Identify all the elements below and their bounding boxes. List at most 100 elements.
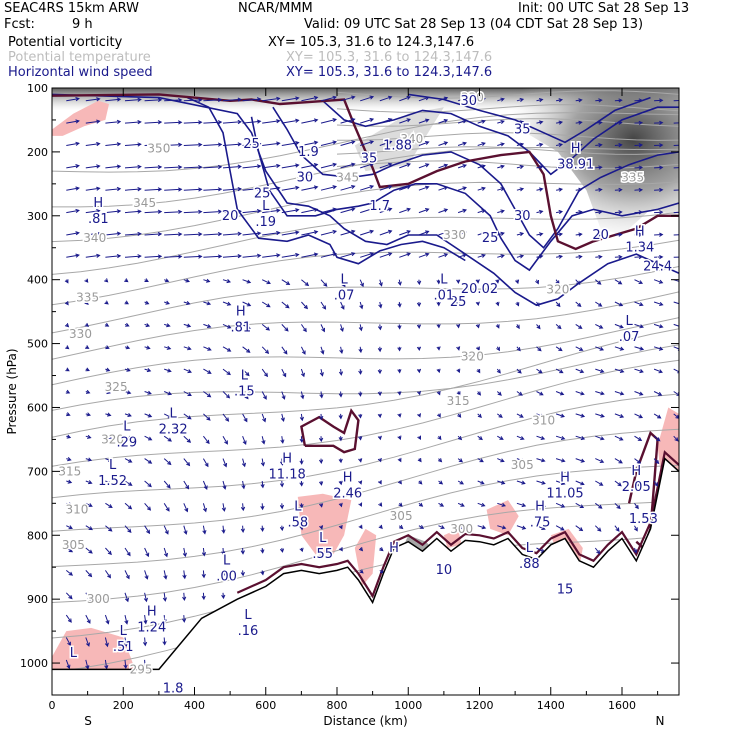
wind-vector-549 [183, 480, 190, 490]
wind-vector-235 [281, 252, 300, 258]
wind-vector-453 [163, 413, 173, 419]
wind-vector-349 [634, 323, 644, 329]
wind-vector-306 [416, 301, 422, 308]
wind-vector-300 [301, 301, 308, 310]
theta-isentrope-4 [52, 239, 679, 306]
wind-vector-166 [183, 209, 203, 214]
wind-vector-89 [556, 142, 564, 147]
wind-vector-98 [105, 164, 122, 169]
wind-vector-500 [457, 435, 463, 441]
wind-vector-108 [301, 163, 319, 169]
wind-vector-119 [516, 164, 525, 170]
wind-vector-305 [397, 301, 402, 308]
wind-vector-628 [536, 525, 546, 530]
extremum-value-6: .01 [434, 288, 455, 303]
y-tick-label-2: 300 [27, 210, 48, 223]
wind-vector-687 [142, 637, 148, 647]
wind-vector-190 [654, 210, 664, 215]
wind-vector-410 [575, 368, 585, 374]
extremum-letter-20: L [319, 531, 327, 546]
wind-vector-341 [475, 323, 480, 329]
wind-vector-630 [575, 525, 584, 532]
wind-vector-20 [457, 97, 468, 102]
wind-vector-587 [319, 503, 324, 508]
theta-isentrope-13 [52, 464, 679, 568]
wind-vector-588 [338, 502, 343, 508]
wind-vector-544 [85, 480, 93, 485]
wind-vector-282 [575, 279, 581, 285]
wind-vector-439 [516, 391, 523, 396]
wind-vector-363 [281, 346, 288, 355]
wind-vector-366 [339, 346, 344, 355]
extremum-value-1: .19 [255, 215, 276, 230]
wind-vector-455 [203, 413, 211, 421]
theta-label-8: 310 [65, 503, 88, 517]
x-tick-label-8: 1600 [608, 699, 636, 712]
wind-vector-286 [653, 279, 664, 284]
wind-vector-128 [66, 186, 80, 191]
wind-vector-338 [416, 324, 422, 329]
wind-vector-611 [202, 525, 207, 535]
wind-vector-281 [555, 279, 560, 285]
wind-vector-380 [614, 346, 625, 351]
wind-vector-5 [164, 97, 183, 103]
wind-vector-582 [221, 503, 226, 512]
wind-vector-686 [123, 637, 128, 647]
wind-vector-342 [495, 324, 500, 329]
wind-vector-29 [634, 98, 644, 103]
wind-vector-140 [301, 185, 319, 191]
wind-vector-344 [536, 324, 541, 330]
wind-vector-671 [143, 592, 148, 603]
wind-vector-225 [85, 253, 101, 258]
wind-vector-631 [594, 525, 602, 532]
wind-vector-231 [203, 254, 223, 259]
wind-vector-459 [280, 413, 285, 423]
wind-vector-64 [66, 141, 80, 146]
wind-vector-320 [64, 323, 70, 328]
wind-vector-648 [338, 547, 343, 552]
wind-vector-327 [203, 323, 212, 328]
theta-label-11: 295 [130, 662, 153, 676]
wind-vector-469 [477, 413, 482, 419]
wind-vector-555 [299, 480, 304, 487]
wind-vector-506 [575, 435, 586, 441]
wind-vector-613 [240, 525, 245, 533]
wind-vector-552 [241, 480, 246, 490]
theta-isentrope-6 [52, 291, 679, 360]
wind-vector-202 [262, 230, 281, 236]
wind-vector-561 [418, 480, 423, 485]
wind-vector-616 [299, 525, 304, 531]
wind-vector-448 [66, 412, 71, 417]
wind-vector-137 [242, 186, 262, 191]
pv-pink-shade-3 [354, 528, 377, 587]
wind-vector-48 [379, 118, 393, 124]
wind-vector-315 [595, 301, 603, 307]
wind-vector-94 [654, 143, 664, 148]
forecast-hour: 9 h [72, 17, 93, 32]
theta-label-17: 305 [390, 509, 413, 523]
wind-vector-590 [378, 502, 383, 507]
wind-vector-663 [240, 570, 245, 577]
wind-vector-451 [124, 412, 132, 417]
wind-vector-339 [436, 324, 441, 329]
wind-vector-482 [105, 435, 112, 440]
wind-vector-176 [379, 207, 393, 214]
wind-vector-406 [496, 368, 501, 374]
wind-vector-151 [516, 187, 525, 192]
wind-vector-311 [515, 301, 520, 307]
wind-vector-656 [104, 570, 111, 579]
wind-vector-362 [261, 346, 270, 354]
wind-vector-390 [183, 368, 192, 374]
wind-vector-516 [144, 458, 153, 464]
wind-vector-546 [124, 480, 133, 486]
wind-vector-665 [359, 569, 364, 574]
wind-vector-530 [417, 457, 422, 463]
wind-vector-198 [183, 232, 203, 237]
wind-vector-565 [497, 480, 506, 485]
wind-vector-95 [673, 144, 679, 146]
pv-shading-mid [354, 107, 444, 172]
wind-vector-129 [85, 186, 101, 191]
wind-vector-283 [594, 279, 602, 285]
wind-vector-352 [65, 345, 70, 350]
wind-vector-292 [144, 300, 150, 305]
